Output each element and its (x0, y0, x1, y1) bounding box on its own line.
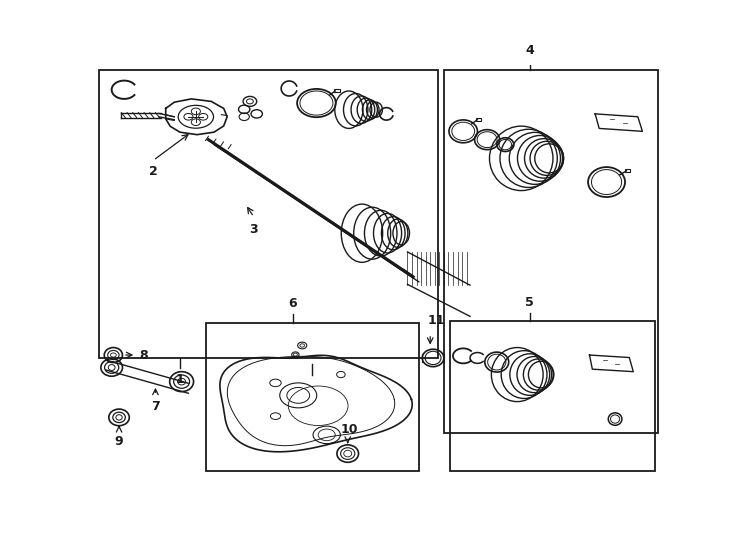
Text: 1: 1 (175, 373, 184, 386)
Bar (445, 70, 658, 433)
Text: 10: 10 (340, 423, 357, 436)
Text: 6: 6 (288, 297, 297, 310)
Text: 3: 3 (250, 223, 258, 236)
Bar (625, 169, 631, 172)
Text: 4: 4 (526, 44, 534, 57)
Text: 9: 9 (115, 435, 123, 448)
Text: 8: 8 (139, 348, 148, 361)
Bar (333, 89, 341, 92)
Text: 5: 5 (526, 296, 534, 309)
Bar (98, 70, 437, 358)
Text: 7: 7 (151, 400, 160, 413)
Text: 2: 2 (149, 165, 158, 178)
Text: 11: 11 (427, 314, 445, 327)
Bar (450, 321, 655, 471)
Bar (206, 322, 419, 471)
Bar (476, 118, 482, 120)
